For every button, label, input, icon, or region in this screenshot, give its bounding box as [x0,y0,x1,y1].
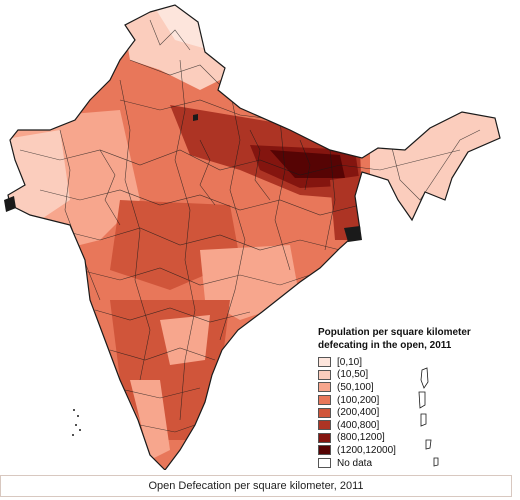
legend-label: (400,800] [337,419,380,431]
legend-swatch [318,407,331,418]
legend-swatch [318,420,331,431]
region-south-light [160,315,210,365]
india-choropleth-map [4,4,501,470]
legend-item: (800,1200] [318,432,518,445]
legend-label: (800,1200] [337,432,385,444]
legend-item: (200,400] [318,406,518,419]
legend-label: (1200,12000] [337,444,396,456]
legend-label: (50,100] [337,381,374,393]
legend-swatch [318,382,331,393]
sundarbans-blob [344,226,362,242]
legend-item: (1200,12000] [318,444,518,457]
legend-label: (200,400] [337,407,380,419]
gujarat-coast-blob [4,196,16,212]
legend-item: (100,200] [318,394,518,407]
legend-item: [0,10] [318,356,518,369]
legend-swatch [318,432,331,443]
legend-item: No data [318,457,518,470]
district-boundaries [19,19,481,433]
map-legend: Population per square kilometer defecati… [318,326,518,469]
legend-items: [0,10] (10,50] (50,100] (100,200] (200,400](… [318,356,518,469]
delhi-blob [193,114,198,121]
legend-label: (100,200] [337,394,380,406]
legend-item: (400,800] [318,419,518,432]
legend-label: [0,10] [337,356,363,368]
legend-label: (10,50] [337,369,369,381]
legend-swatch [318,369,331,380]
legend-label: No data [337,457,373,469]
legend-swatch [318,445,331,456]
legend-swatch [318,395,331,406]
legend-swatch [318,458,331,469]
andaman-nicobar-islands [418,367,439,467]
lakshadweep-islands [72,409,81,436]
region-kerala [130,380,170,460]
legend-item: (10,50] [318,369,518,382]
region-far-west [8,130,70,220]
legend-swatch [318,357,331,368]
figure-caption: Open Defecation per square kilometer, 20… [0,475,512,497]
legend-item: (50,100] [318,381,518,394]
legend-title: Population per square kilometer defecati… [318,327,471,351]
